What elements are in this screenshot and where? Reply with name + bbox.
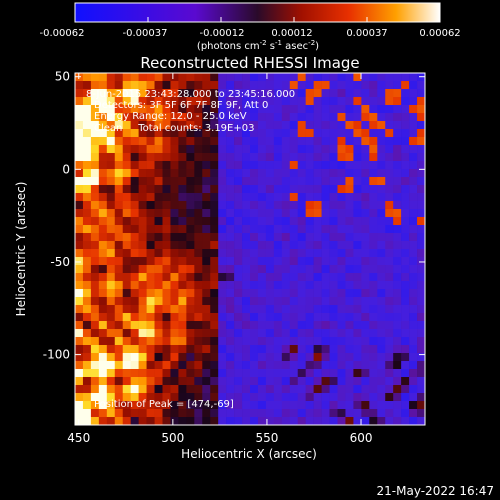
y-tick-label: 50 xyxy=(55,70,70,84)
colorbar-unit: (photons cm-2 s-1 asec-2) xyxy=(197,39,319,52)
heatmap-image xyxy=(75,73,426,426)
colorbar-tick-label: -0.00037 xyxy=(123,28,168,39)
annotation-method: Clean Total counts: 3.19E+03 xyxy=(94,123,254,134)
colorbar-tick-label: 0.00037 xyxy=(346,28,387,39)
colorbar-tick-label: 0.00062 xyxy=(419,28,460,39)
colorbar-tick-label: -0.00012 xyxy=(200,28,245,39)
x-tick-label: 450 xyxy=(67,431,90,445)
colorbar xyxy=(74,2,441,23)
footer-date: 21-May-2022 16:47 xyxy=(377,484,494,498)
x-tick-label: 550 xyxy=(255,431,278,445)
colorbar-ticks xyxy=(74,17,441,22)
annotation-energy-range: Energy Range: 12.0 - 25.0 keV xyxy=(94,111,247,122)
x-tick-label: 600 xyxy=(350,431,373,445)
chart-title: Reconstructed RHESSI Image xyxy=(140,54,359,72)
annotation-detectors: Detectors: 3F 5F 6F 7F 8F 9F, Att 0 xyxy=(94,100,268,111)
x-tick-label: 500 xyxy=(161,431,184,445)
y-tick-label: -100 xyxy=(43,348,70,362)
plot-frame xyxy=(74,72,426,426)
colorbar-tick-label: 0.00012 xyxy=(271,28,312,39)
y-axis-label: Heliocentric Y (arcsec) xyxy=(14,182,28,317)
y-tick-label: -50 xyxy=(50,255,70,269)
annotation-peak: Position of Peak = [474,-69] xyxy=(94,399,234,410)
x-axis-label: Heliocentric X (arcsec) xyxy=(181,447,317,461)
colorbar-tick-label: -0.00062 xyxy=(40,28,85,39)
annotation-time-range: 8-Jun-2015 23:43:28.000 to 23:45:16.000 xyxy=(86,89,295,100)
y-tick-label: 0 xyxy=(62,162,70,176)
